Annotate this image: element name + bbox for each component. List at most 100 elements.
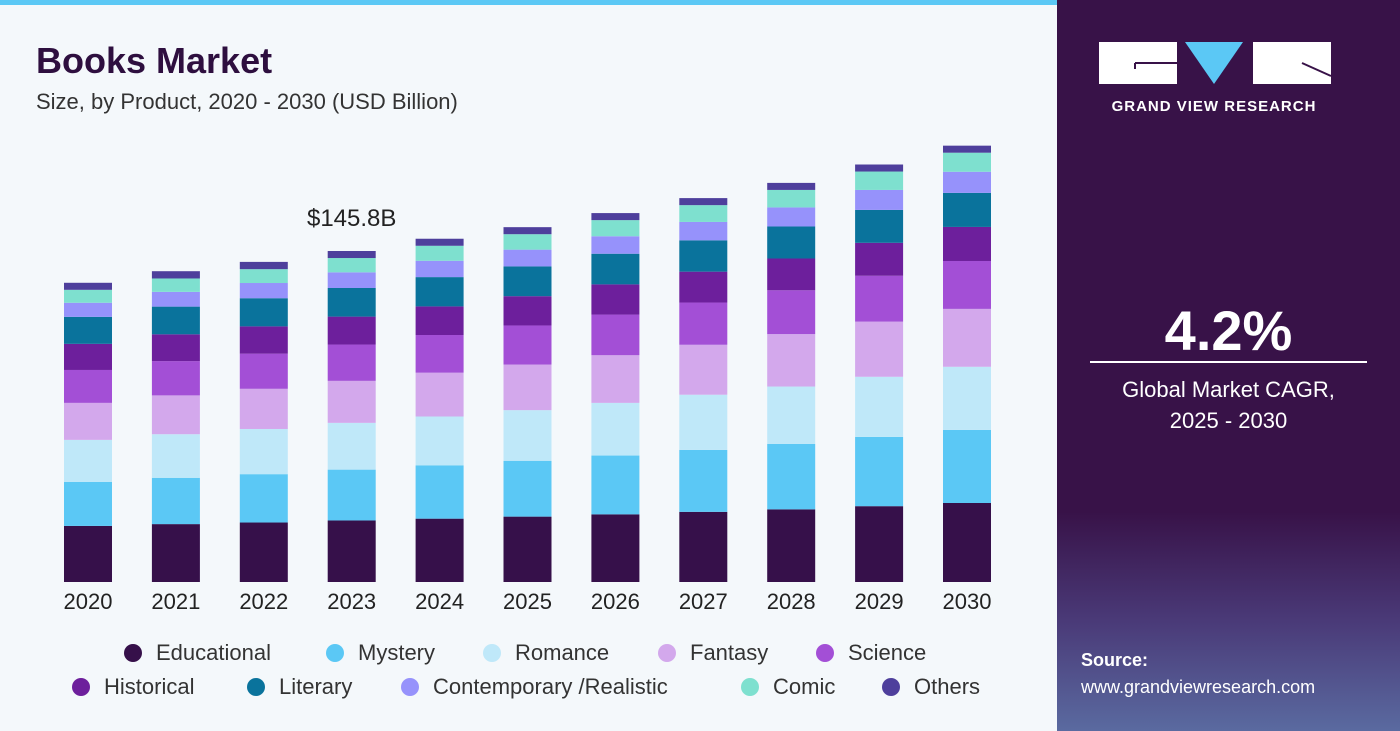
bar-segment-comic-2023 (327, 258, 376, 273)
bar-segment-mystery-2030 (943, 429, 991, 503)
x-tick-label: 2023 (327, 589, 376, 614)
source-link[interactable]: www.grandviewresearch.com (1081, 677, 1316, 697)
bar-segment-romance-2022 (239, 428, 288, 475)
bar-segment-historical-2026 (591, 284, 640, 315)
bar-segment-others-2030 (943, 145, 991, 153)
legend-label: Literary (279, 674, 353, 699)
chart-subtitle: Size, by Product, 2020 - 2030 (USD Billi… (36, 89, 458, 114)
bar-segment-fantasy-2027 (679, 344, 728, 395)
bar-segment-literary-2022 (239, 298, 288, 327)
bar-segment-literary-2027 (679, 240, 728, 272)
bar-segment-educational-2025 (503, 516, 552, 582)
bar-segment-mystery-2023 (327, 469, 376, 521)
bar-segment-science-2024 (415, 334, 464, 373)
bar-segment-comic-2027 (679, 205, 728, 222)
x-tick-label: 2027 (679, 589, 728, 614)
bar-segment-comic-2028 (767, 189, 816, 208)
x-tick-label: 2028 (767, 589, 816, 614)
bar-segment-literary-2029 (855, 209, 904, 243)
bar-segment-others-2026 (591, 213, 640, 221)
legend-item-historical: Historical (72, 674, 194, 700)
legend-item-fantasy: Fantasy (658, 640, 768, 666)
bar-segment-fantasy-2023 (327, 380, 376, 423)
legend-item-educational: Educational (124, 640, 271, 666)
bar-segment-historical-2021 (151, 334, 200, 362)
bar-segment-contemporary-realistic-2029 (855, 189, 904, 210)
bar-segment-science-2030 (943, 260, 991, 309)
bar-segment-fantasy-2021 (151, 395, 200, 435)
bar-segment-fantasy-2030 (943, 308, 991, 367)
bar-segment-historical-2030 (943, 226, 991, 261)
bar-segment-educational-2027 (679, 511, 728, 582)
bar-segment-contemporary-realistic-2022 (239, 283, 288, 299)
bar-segment-romance-2030 (943, 366, 991, 430)
bar-segment-literary-2028 (767, 226, 816, 259)
bar-segment-educational-2029 (855, 506, 904, 582)
bar-segment-science-2029 (855, 275, 904, 322)
bar-segment-literary-2021 (151, 306, 200, 335)
bar-segment-romance-2020 (64, 439, 112, 482)
legend-label: Mystery (358, 640, 435, 665)
bar-segment-comic-2024 (415, 245, 464, 261)
bar-segment-fantasy-2020 (64, 402, 112, 440)
logo-text: GRAND VIEW RESEARCH (1112, 98, 1317, 115)
bar-segment-comic-2025 (503, 234, 552, 250)
bar-segment-contemporary-realistic-2021 (151, 291, 200, 307)
bar-segment-literary-2030 (943, 192, 991, 227)
legend-item-romance: Romance (483, 640, 609, 666)
legend-item-science: Science (816, 640, 926, 666)
bar-segment-science-2020 (64, 369, 112, 403)
legend-swatch-icon (401, 678, 419, 696)
bar-segment-others-2028 (767, 182, 816, 190)
bar-segment-others-2021 (151, 271, 200, 279)
bar-segment-contemporary-realistic-2025 (503, 249, 552, 267)
bar-segment-comic-2026 (591, 220, 640, 237)
bar-segment-contemporary-realistic-2027 (679, 221, 728, 241)
bar-segment-comic-2022 (239, 269, 288, 284)
bar-segment-fantasy-2026 (591, 355, 640, 403)
bar-segment-romance-2024 (415, 416, 464, 466)
bar-segment-romance-2029 (855, 376, 904, 437)
cagr-label-line1: Global Market CAGR, (1122, 377, 1335, 402)
data-label-2023-total: $145.8B (307, 205, 396, 232)
bar-segment-others-2025 (503, 227, 552, 235)
bar-segment-educational-2020 (64, 525, 112, 582)
cagr-label-line2: 2025 - 2030 (1169, 408, 1288, 433)
chart-title: Books Market (36, 40, 273, 81)
bar-segment-romance-2025 (503, 410, 552, 461)
legend-swatch-icon (483, 644, 501, 662)
x-tick-label: 2025 (503, 589, 552, 614)
legend-item-others: Others (882, 674, 980, 700)
bar-segment-literary-2025 (503, 266, 552, 297)
chart-panel: Books Market Size, by Product, 2020 - 20… (0, 0, 1057, 700)
bar-segment-mystery-2026 (591, 455, 640, 515)
legend-swatch-icon (741, 678, 759, 696)
legend-swatch-icon (247, 678, 265, 696)
bar-segment-literary-2026 (591, 253, 640, 285)
bar-segment-mystery-2022 (239, 474, 288, 523)
bar-segment-historical-2024 (415, 306, 464, 335)
bar-segment-romance-2023 (327, 422, 376, 470)
legend-item-contemporary-realistic: Contemporary /Realistic (401, 674, 668, 700)
bar-segment-literary-2023 (327, 288, 376, 317)
bar-segment-educational-2026 (591, 514, 640, 582)
bar-segment-historical-2020 (64, 343, 112, 370)
bar-segment-literary-2020 (64, 316, 112, 344)
bar-segment-contemporary-realistic-2023 (327, 272, 376, 289)
legend-swatch-icon (816, 644, 834, 662)
bar-segment-romance-2021 (151, 434, 200, 478)
legend-label: Historical (104, 674, 195, 699)
bar-segment-contemporary-realistic-2024 (415, 260, 464, 278)
bar-segment-educational-2030 (943, 502, 991, 582)
bar-segment-others-2027 (679, 198, 728, 206)
bar-segment-others-2022 (239, 261, 288, 270)
bar-segment-fantasy-2025 (503, 364, 552, 411)
bar-segment-educational-2022 (239, 522, 288, 582)
bar-segment-fantasy-2028 (767, 334, 816, 387)
x-tick-label: 2020 (64, 589, 113, 614)
x-tick-label: 2021 (151, 589, 200, 614)
legend-item-literary: Literary (247, 674, 352, 700)
source-label: Source: (1081, 650, 1149, 670)
bar-segment-educational-2023 (327, 520, 376, 582)
legend-swatch-icon (326, 644, 344, 662)
